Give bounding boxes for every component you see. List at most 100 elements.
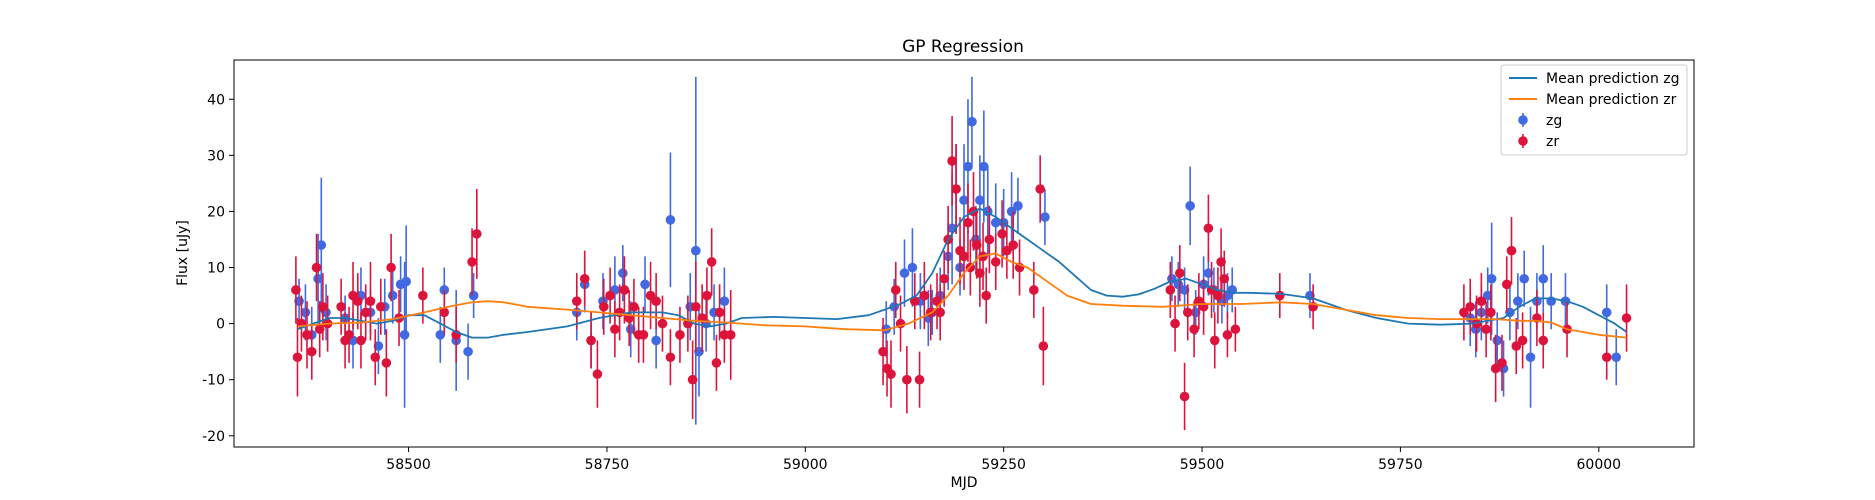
zr-data-point xyxy=(610,324,620,335)
zr-data-point xyxy=(919,290,930,301)
zg-data-point xyxy=(401,276,411,287)
zr-data-point xyxy=(890,285,901,295)
zr-data-point xyxy=(571,296,582,306)
zr-data-point xyxy=(1189,324,1199,335)
zr-data-point xyxy=(935,307,945,318)
zr-data-point xyxy=(472,229,482,239)
zr-data-point xyxy=(318,301,328,312)
zr-data-point xyxy=(1038,341,1049,351)
y-tick-label: -10 xyxy=(202,373,225,389)
y-axis-ticks: -20 -10 0 10 20 30 40 xyxy=(202,92,234,445)
zr-data-point xyxy=(947,156,957,166)
zg-data-point xyxy=(1040,212,1050,222)
zr-data-point xyxy=(598,301,609,312)
zr-data-point xyxy=(629,301,639,312)
zr-data-point xyxy=(344,330,354,340)
zg-data-point xyxy=(907,262,918,273)
chart-title: GP Regression xyxy=(902,37,1024,57)
zr-data-point xyxy=(1517,335,1528,346)
zg-data-point xyxy=(899,268,910,278)
y-tick-label: 0 xyxy=(216,317,225,333)
zr-data-point xyxy=(352,296,363,306)
zr-data-point xyxy=(1459,307,1469,318)
zg-data-point xyxy=(1513,296,1523,306)
zr-data-point xyxy=(997,229,1007,239)
zr-data-point xyxy=(1035,184,1045,194)
zr-data-point xyxy=(1209,335,1220,346)
zg-data-point xyxy=(300,307,311,318)
zr-data-point xyxy=(1621,313,1632,323)
x-tick-label: 60000 xyxy=(1577,457,1622,473)
zr-data-point xyxy=(691,301,701,312)
x-tick-label: 59750 xyxy=(1378,457,1423,473)
zr-data-point xyxy=(886,369,896,379)
zr-data-point xyxy=(657,318,668,329)
zr-data-point xyxy=(959,251,969,262)
zg-data-point xyxy=(1525,352,1536,363)
zr-data-point xyxy=(1008,240,1018,250)
plot-area: 58500 58750 59000 59250 59500 59750 60000 -20-… xyxy=(202,59,1695,473)
zg-data-point xyxy=(1486,273,1497,284)
zr-data-point xyxy=(1486,307,1496,318)
zg-data-point xyxy=(463,346,473,357)
zr-data-point xyxy=(1170,318,1180,329)
zr-data-point xyxy=(1476,296,1487,306)
zr-data-point xyxy=(292,352,303,363)
zr-data-point xyxy=(725,330,736,340)
zg-data-point xyxy=(1538,273,1549,284)
zr-data-point xyxy=(467,257,477,267)
legend-swatch-zg xyxy=(1518,115,1528,125)
zr-data-point xyxy=(579,273,590,284)
zr-data-point xyxy=(365,296,376,306)
mean-prediction-zg-line xyxy=(297,207,1628,339)
x-tick-label: 58500 xyxy=(386,457,431,473)
y-tick-label: 10 xyxy=(207,261,225,277)
zr-data-point xyxy=(984,234,995,245)
zr-data-point xyxy=(975,268,985,278)
zr-data-point xyxy=(418,290,428,301)
zr-data-point xyxy=(1230,324,1241,335)
zg-data-point xyxy=(979,161,989,172)
zr-data-point xyxy=(981,290,992,301)
zr-data-point xyxy=(1179,391,1190,402)
zr-data-point xyxy=(311,262,322,273)
legend-frame xyxy=(1500,64,1688,156)
zr-data-point xyxy=(360,307,371,318)
zg-data-point xyxy=(719,296,730,306)
zr-data-point xyxy=(971,240,982,250)
mean-prediction-zr-line xyxy=(297,252,1627,339)
zg-data-point xyxy=(691,245,701,256)
legend-label-mean-prediction-zr: Mean prediction zr xyxy=(1546,92,1677,108)
zr-data-point xyxy=(1538,335,1549,346)
x-tick-label: 59000 xyxy=(783,457,828,473)
zr-data-point xyxy=(1497,358,1507,368)
zr-data-point xyxy=(878,346,888,357)
zr-data-point xyxy=(711,358,722,368)
zr-data-point xyxy=(1203,223,1214,234)
zg-data-point xyxy=(387,290,398,301)
zr-data-point xyxy=(1219,273,1230,284)
zr-data-point xyxy=(910,296,920,306)
zr-data-point xyxy=(356,335,366,346)
zr-data-point xyxy=(714,307,725,318)
zr-data-point xyxy=(1501,279,1512,290)
zr-data-point xyxy=(1222,330,1233,340)
zr-data-point xyxy=(1490,363,1501,374)
zr-data-point xyxy=(336,301,346,312)
zg-data-point xyxy=(316,240,327,250)
zg-data-point xyxy=(975,195,985,206)
zg-errorbar-series xyxy=(294,76,1622,425)
zg-data-point xyxy=(640,279,650,290)
legend: Mean prediction zg Mean prediction zr zg zr xyxy=(1500,64,1688,156)
x-tick-label: 59500 xyxy=(1180,457,1225,473)
zr-data-point xyxy=(902,374,912,385)
zr-data-point xyxy=(386,262,396,273)
zr-data-point xyxy=(1213,290,1223,301)
zg-data-point xyxy=(1492,335,1503,346)
zr-data-point xyxy=(687,374,698,385)
zg-data-point xyxy=(967,116,977,127)
y-tick-label: 30 xyxy=(207,148,225,164)
zr-data-point xyxy=(702,290,712,301)
zr-data-point xyxy=(1465,301,1476,312)
